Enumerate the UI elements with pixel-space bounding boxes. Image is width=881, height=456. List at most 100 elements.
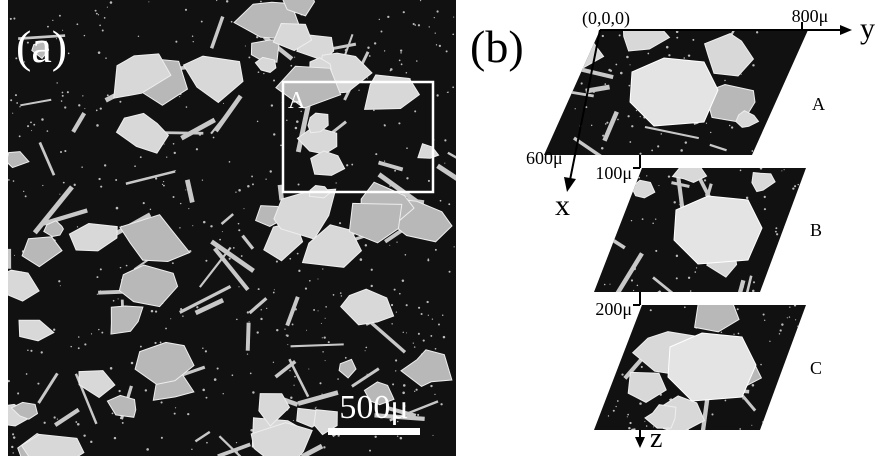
texture-mark (64, 106, 66, 108)
texture-mark (76, 23, 78, 25)
y-axis-label: y (860, 12, 875, 45)
texture-mark (322, 268, 323, 269)
texture-mark (602, 35, 604, 37)
texture-mark (679, 204, 680, 205)
texture-mark (248, 56, 250, 58)
texture-mark (400, 437, 403, 440)
texture-mark (206, 442, 208, 444)
texture-mark (432, 435, 433, 436)
texture-mark (633, 290, 634, 291)
texture-mark (595, 375, 597, 377)
texture-mark (400, 52, 401, 53)
texture-mark (322, 337, 323, 338)
texture-mark (405, 254, 407, 256)
texture-mark (182, 315, 184, 317)
texture-mark (724, 80, 725, 81)
texture-mark (223, 393, 224, 394)
texture-mark (13, 180, 15, 182)
texture-mark (674, 196, 762, 264)
texture-mark (646, 425, 648, 427)
texture-mark (143, 202, 145, 204)
texture-mark (193, 41, 194, 42)
texture-mark (440, 200, 442, 202)
texture-mark (627, 416, 628, 417)
texture-mark (323, 446, 325, 448)
texture-mark (436, 94, 438, 96)
texture-mark (403, 11, 405, 13)
texture-mark (688, 54, 690, 56)
texture-mark (604, 83, 606, 85)
texture-mark (95, 10, 97, 12)
texture-mark (245, 45, 246, 46)
texture-mark (696, 267, 697, 268)
texture-mark (454, 246, 455, 247)
texture-mark (399, 293, 401, 295)
texture-mark (611, 238, 613, 240)
texture-mark (786, 266, 788, 268)
texture-mark (100, 268, 102, 270)
texture-mark (273, 362, 274, 363)
texture-mark (398, 122, 400, 124)
texture-mark (655, 218, 656, 219)
z-tick-label: 100μ (595, 163, 632, 183)
texture-mark (403, 384, 406, 387)
texture-mark (792, 188, 794, 190)
texture-mark (191, 449, 192, 450)
texture-mark (19, 135, 21, 137)
texture-mark (27, 350, 29, 352)
texture-mark (442, 315, 443, 316)
texture-mark (606, 122, 608, 124)
texture-mark (219, 239, 221, 241)
texture-mark (762, 421, 764, 423)
texture-mark (805, 240, 807, 242)
texture-mark (630, 58, 718, 126)
texture-mark (30, 350, 32, 352)
texture-mark (779, 333, 780, 334)
texture-mark (232, 374, 234, 376)
texture-mark (434, 17, 435, 18)
texture-mark (273, 133, 275, 135)
scale-bar (328, 428, 420, 435)
texture-mark (98, 178, 100, 180)
texture-mark (577, 29, 579, 31)
texture-mark (804, 179, 806, 181)
texture-mark (651, 150, 653, 152)
texture-mark (766, 280, 767, 281)
texture-mark (321, 323, 322, 324)
texture-mark (113, 300, 115, 302)
texture-mark (165, 328, 167, 330)
texture-mark (406, 72, 408, 74)
texture-mark (601, 147, 604, 150)
texture-mark (241, 255, 243, 257)
texture-mark (12, 113, 13, 114)
texture-mark (435, 32, 436, 33)
x-axis-label: x (555, 189, 570, 222)
texture-mark (202, 180, 203, 181)
texture-mark (63, 182, 65, 184)
texture-mark (56, 82, 57, 83)
texture-mark (397, 435, 398, 436)
texture-mark (360, 258, 363, 261)
texture-mark (74, 184, 76, 186)
texture-mark (589, 32, 590, 33)
texture-mark (373, 110, 375, 112)
texture-mark (155, 177, 157, 179)
texture-mark (628, 427, 630, 429)
texture-mark (97, 294, 98, 295)
texture-mark (676, 255, 678, 257)
texture-mark (210, 225, 212, 227)
texture-mark (110, 367, 113, 370)
texture-mark (559, 79, 561, 81)
texture-mark (294, 376, 296, 378)
texture-mark (192, 225, 193, 226)
texture-mark (443, 336, 445, 338)
texture-mark (416, 60, 418, 62)
texture-mark (657, 145, 659, 147)
texture-mark (328, 341, 330, 343)
texture-mark (120, 267, 122, 269)
texture-mark (341, 295, 342, 296)
texture-mark (798, 184, 799, 185)
texture-mark (339, 222, 341, 224)
texture-mark (96, 276, 98, 278)
texture-mark (395, 370, 396, 371)
